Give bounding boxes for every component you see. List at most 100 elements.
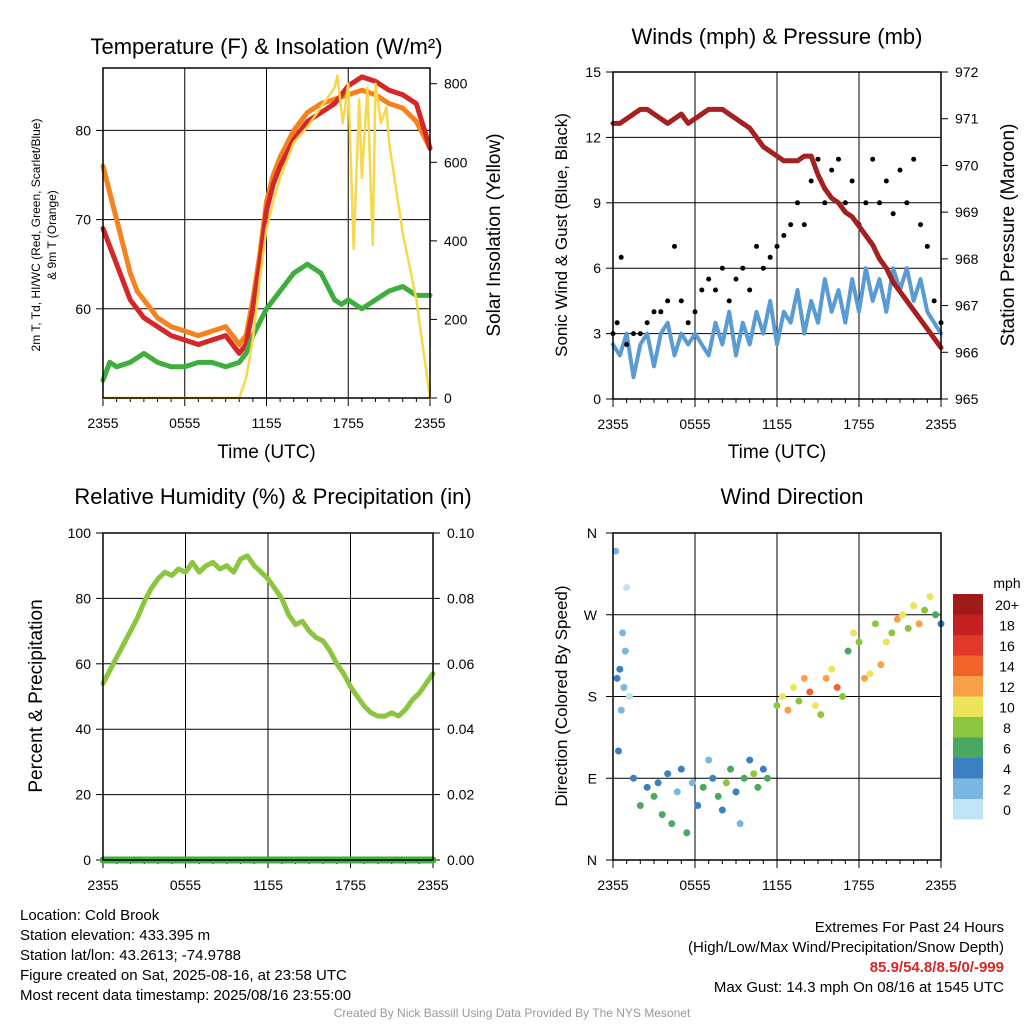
dir-x-tick-label: 1155: [762, 877, 792, 893]
wind-y2-tick-label: 971: [955, 111, 979, 127]
dir-point: [910, 602, 918, 610]
dir-point: [714, 792, 722, 800]
legend-label: 18: [999, 618, 1015, 634]
dir-point: [817, 711, 825, 719]
temp-y2-tick-label: 800: [444, 76, 468, 92]
temp-x-tick-label: 2355: [87, 415, 118, 431]
dir-point: [727, 765, 735, 773]
rh-y-tick-label: 60: [75, 656, 91, 672]
wind-y-tick-label: 15: [585, 64, 601, 80]
wind-plot-border: [612, 71, 942, 400]
wind-y-tick-label: 3: [593, 326, 601, 342]
wind-gust-point: [931, 298, 937, 304]
wind-gust-point: [795, 200, 800, 206]
wind-y2-tick-label: 968: [955, 251, 979, 267]
legend-swatch: [953, 594, 983, 615]
temp-x-tick-label: 1155: [251, 415, 281, 431]
rh-y2-tick-label: 0.04: [447, 721, 474, 737]
wind-gust-point: [767, 254, 773, 260]
wind-gust-point: [788, 222, 794, 228]
dir-point: [664, 770, 672, 778]
dir-point: [926, 593, 934, 601]
rh-plot: 2355 0555 1155 1755 2355 0 20 40 60 80 100 0.00 0.02…: [26, 484, 474, 893]
rh-x-tick-label: 0555: [170, 877, 201, 893]
rh-title: Relative Humidity (%) & Precipitation (i…: [74, 484, 471, 509]
rh-y-tick-label: 0: [83, 852, 91, 868]
wind-gust-point: [637, 331, 643, 337]
extremes-values: 85.9/54.8/8.5/0/-999: [869, 959, 1004, 976]
rh-plot-border: [102, 532, 434, 861]
temp-y-tick-label: 60: [75, 301, 91, 317]
dir-x-tick-label: 0555: [679, 877, 710, 893]
wind-gust-point: [849, 178, 855, 184]
legend-label: 6: [1003, 741, 1011, 757]
dir-point: [866, 670, 874, 678]
recent-text: Most recent data timestamp: 2025/08/16 2…: [20, 987, 352, 1004]
wind-gust-point: [614, 320, 620, 326]
rh-y2-tick-label: 0.00: [447, 852, 474, 868]
temp-series-line: [100, 261, 433, 383]
dir-point: [668, 820, 676, 828]
dir-point: [673, 788, 681, 796]
legend-swatch: [953, 717, 983, 738]
dir-point: [736, 820, 744, 828]
extremes-subtitle: (High/Low/Max Wind/Precipitation/Snow De…: [688, 939, 1004, 956]
temp-x-axis-label: Time (UTC): [217, 442, 316, 463]
rh-y-axis-label: Percent & Precipitation: [26, 599, 47, 792]
wind-gust-point: [897, 167, 903, 173]
dir-y-tick-label: E: [588, 770, 597, 786]
legend-swatch: [953, 737, 983, 758]
wind-gust-point: [829, 167, 835, 173]
dir-point: [888, 629, 896, 637]
dir-point: [822, 674, 830, 682]
dir-x-tick-label: 1755: [843, 877, 874, 893]
dir-point: [617, 706, 625, 714]
dir-point: [688, 779, 696, 787]
wind-y2-tick-label: 970: [955, 157, 979, 173]
rh-y2-tick-label: 0.10: [447, 525, 474, 541]
wind-y-tick-label: 6: [593, 260, 601, 276]
dir-point: [722, 779, 730, 787]
legend-label: 0: [1003, 802, 1011, 818]
extremes-title: Extremes For Past 24 Hours: [814, 919, 1004, 936]
wind-gust-point: [726, 298, 732, 304]
wind-series-line: [610, 106, 944, 351]
figure-canvas: 2355 0555 1155 1755 23556070800200400600800T…: [26, 24, 1021, 893]
legend-swatch: [953, 635, 983, 656]
wind-gust-point: [877, 200, 882, 206]
dir-point: [893, 615, 901, 623]
dir-point: [654, 779, 662, 787]
dir-x-tick-label: 2355: [597, 877, 628, 893]
dir-y-tick-label: S: [588, 689, 597, 705]
dir-point: [740, 774, 748, 782]
dir-point: [636, 802, 644, 809]
dir-y-tick-label: N: [587, 852, 597, 868]
dir-point: [625, 693, 633, 700]
legend-swatch: [953, 799, 983, 820]
wind-gust-point: [754, 243, 759, 249]
legend-swatch: [953, 655, 983, 676]
wind-title: Winds (mph) & Pressure (mb): [632, 24, 923, 49]
wind-gust-point: [863, 200, 869, 206]
dir-point: [795, 697, 803, 705]
rh-y2-tick-label: 0.02: [447, 787, 474, 803]
temp-x-tick-label: 0555: [169, 415, 200, 431]
dir-point: [616, 665, 624, 673]
wind-plot: 2355 0555 1155 1755 2355 0 3 6 9 12 15 965 966 967 968…: [552, 24, 1019, 463]
credit-text: Created By Nick Bassill Using Data Provi…: [333, 1006, 691, 1020]
wind-series-line: [611, 266, 943, 380]
speed-legend: mph 20+ 18 16 14 12 10 8 6 4 2 0: [953, 575, 1021, 820]
dir-point: [763, 774, 771, 782]
legend-swatch: [953, 696, 983, 717]
wind-gust-point: [760, 265, 766, 271]
temp-y-axis-label-2: & 9m T (Orange): [45, 190, 59, 280]
wind-y2-tick-label: 965: [955, 391, 979, 407]
rh-y-tick-label: 80: [75, 590, 91, 606]
wind-y-tick-label: 0: [593, 391, 601, 407]
legend-swatch: [953, 778, 983, 799]
wind-gust-point: [733, 276, 739, 282]
wind-y2-tick-label: 969: [955, 204, 979, 220]
temp-plot-border: [102, 67, 431, 399]
dir-point: [833, 683, 841, 691]
dir-point: [643, 783, 651, 791]
